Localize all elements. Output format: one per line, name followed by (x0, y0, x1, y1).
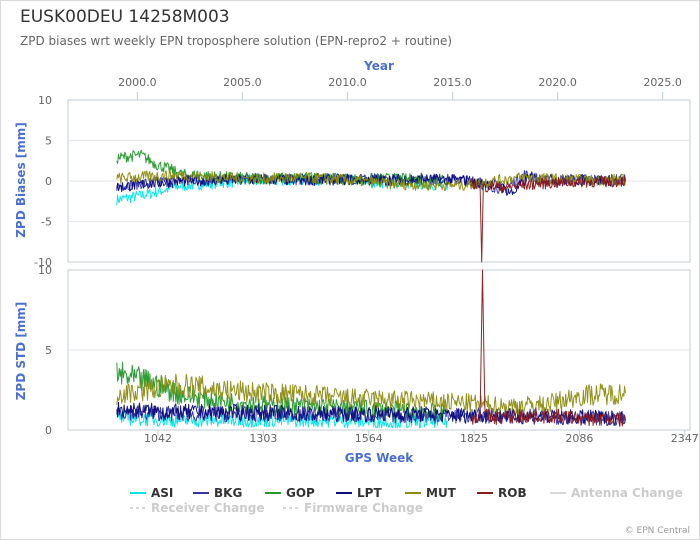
bias-y-tick-label: -5 (41, 216, 52, 229)
year-tick-label: 2020.0 (538, 76, 577, 89)
legend-item-gop[interactable]: GOP (265, 486, 315, 500)
legend-item-receiver-change[interactable]: Receiver Change (130, 501, 265, 515)
std-series-rob[interactable] (471, 269, 626, 427)
legend-item-asi[interactable]: ASI (130, 486, 173, 500)
legend-label: ROB (498, 486, 527, 500)
legend-label: Firmware Change (304, 501, 423, 515)
std-y-tick-label: 0 (45, 424, 52, 437)
legend-label: ASI (151, 486, 173, 500)
gps-week-tick-label: 1303 (249, 432, 277, 445)
legend-item-firmware-change[interactable]: Firmware Change (283, 501, 423, 515)
year-tick-label: 2005.0 (223, 76, 262, 89)
bias-y-tick-label: 10 (38, 94, 52, 107)
legend-label: Receiver Change (151, 501, 265, 515)
gps-week-axis-title: GPS Week (345, 451, 415, 465)
std-y-axis-title: ZPD STD [mm] (14, 302, 28, 401)
bias-y-axis-title: ZPD Biases [mm] (14, 122, 28, 238)
bias-series-rob[interactable] (471, 175, 626, 263)
gps-week-axis: 1042 1303 1564 1825 2086 2347 (144, 430, 699, 445)
bias-y-tick-label: 5 (45, 135, 52, 148)
year-axis: 2000.0 2005.0 2010.0 2015.0 2020.0 2025.0 (68, 76, 690, 101)
legend-item-lpt[interactable]: LPT (336, 486, 382, 500)
legend-item-mut[interactable]: MUT (405, 486, 457, 500)
std-panel: 10 5 0 ZPD STD [mm] (14, 264, 691, 437)
std-series-lpt[interactable] (116, 401, 626, 427)
legend-item-bkg[interactable]: BKG (193, 486, 242, 500)
legend-label: Antenna Change (571, 486, 683, 500)
gps-week-tick-label: 2086 (565, 432, 593, 445)
bias-series-mut[interactable] (116, 169, 626, 192)
bias-panel: 10 5 0 -5 -10 ZPD Biases [mm] (14, 94, 691, 269)
legend: ASI BKG GOP LPT MUT ROB Antenna Change Receiver… (130, 486, 683, 515)
chart-subtitle: ZPD biases wrt weekly EPN troposphere so… (20, 34, 453, 48)
gps-week-tick-label: 2347 (671, 432, 699, 445)
bias-y-tick-label: 0 (45, 175, 52, 188)
std-y-tick-label: 5 (45, 344, 52, 357)
legend-label: GOP (286, 486, 315, 500)
bias-series-group (116, 149, 626, 263)
std-y-axis: 10 5 0 (38, 264, 52, 437)
std-y-tick-label: 10 (38, 264, 52, 277)
std-series-group (116, 269, 626, 429)
std-series-mut[interactable] (116, 373, 626, 416)
bias-y-tick-label: -10 (34, 256, 52, 269)
legend-item-rob[interactable]: ROB (477, 486, 527, 500)
credits-text[interactable]: © EPN Central (624, 526, 690, 536)
year-tick-label: 2000.0 (118, 76, 157, 89)
bias-y-axis: 10 5 0 -5 -10 (34, 94, 52, 269)
legend-item-antenna-change[interactable]: Antenna Change (550, 486, 683, 500)
year-tick-label: 2010.0 (328, 76, 367, 89)
gps-week-tick-label: 1825 (460, 432, 488, 445)
chart-title: EUSK00DEU 14258M003 (20, 7, 230, 27)
legend-label: BKG (214, 486, 242, 500)
legend-label: MUT (426, 486, 457, 500)
gps-week-tick-label: 1042 (144, 432, 172, 445)
year-tick-label: 2025.0 (643, 76, 682, 89)
gps-week-tick-label: 1564 (355, 432, 383, 445)
year-tick-label: 2015.0 (433, 76, 472, 89)
year-axis-title: Year (363, 59, 394, 73)
legend-label: LPT (357, 486, 382, 500)
